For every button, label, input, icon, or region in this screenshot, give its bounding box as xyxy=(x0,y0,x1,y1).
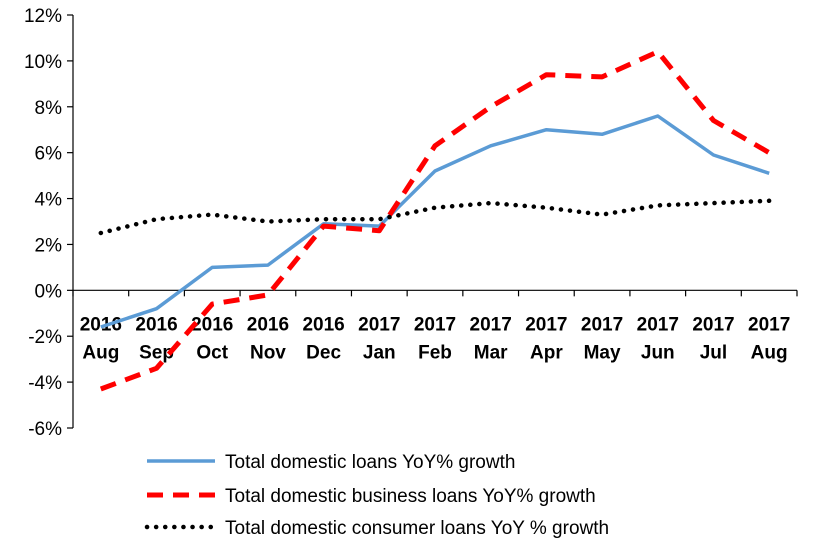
x-tick-label-month: Aug xyxy=(82,342,119,363)
series-line-total-domestic-consumer-loans-yoy-growth xyxy=(98,198,772,236)
y-tick-label: 2% xyxy=(35,235,63,256)
x-tick-label-month: Jan xyxy=(363,342,396,363)
x-tick-label-month: Sep xyxy=(139,342,174,363)
y-tick-label: -4% xyxy=(28,373,62,394)
legend-label: Total domestic loans YoY% growth xyxy=(225,452,515,473)
axes: -6% -4% -2% 0% 2% 4% 6% 8% 10% 12% 2016 Aug 2016 Sep 2… xyxy=(24,6,798,440)
y-tick-label: 8% xyxy=(35,98,63,119)
series-lines xyxy=(98,49,772,392)
y-tick-label: 4% xyxy=(35,190,63,211)
x-tick-label-month: Apr xyxy=(530,342,563,363)
x-tick-label-year: 2017 xyxy=(637,314,679,335)
x-tick-label-year: 2017 xyxy=(525,314,567,335)
series-line-total-domestic-business-loans-yoy-growth xyxy=(99,49,771,392)
series-line-total-domestic-loans-yoy-growth xyxy=(100,114,770,329)
x-tick-label-year: 2017 xyxy=(414,314,456,335)
x-tick-label-year: 2017 xyxy=(358,314,400,335)
x-tick-label-month: Feb xyxy=(418,342,452,363)
y-tick-label: 0% xyxy=(35,281,63,302)
y-tick-label: 10% xyxy=(24,52,62,73)
x-tick-label-year: 2017 xyxy=(581,314,623,335)
x-tick-label-month: Dec xyxy=(306,342,341,363)
x-tick-label-year: 2016 xyxy=(191,314,233,335)
x-tick-label-year: 2016 xyxy=(135,314,177,335)
x-tick-label-month: Aug xyxy=(751,342,788,363)
y-tick-label: 12% xyxy=(24,6,62,27)
x-tick-label-year: 2016 xyxy=(302,314,344,335)
x-tick-label-month: Jun xyxy=(641,342,675,363)
x-tick-label-year: 2017 xyxy=(692,314,734,335)
x-tick-label-month: May xyxy=(584,342,621,363)
x-tick-label-month: Mar xyxy=(474,342,508,363)
y-tick-label: -6% xyxy=(28,419,62,440)
x-tick-label-year: 2017 xyxy=(470,314,512,335)
y-tick-label: -2% xyxy=(28,327,62,348)
x-tick-label-year: 2016 xyxy=(80,314,122,335)
legend-label: Total domestic consumer loans YoY % grow… xyxy=(225,518,609,539)
legend-label: Total domestic business loans YoY% growt… xyxy=(225,486,596,507)
x-tick-label-year: 2017 xyxy=(748,314,790,335)
x-tick-label-year: 2016 xyxy=(247,314,289,335)
x-tick-label-month: Oct xyxy=(196,342,228,363)
x-tick-label-month: Nov xyxy=(250,342,286,363)
legend: Total domestic loans YoY% growth Total do… xyxy=(144,452,609,539)
y-tick-label: 6% xyxy=(35,144,63,165)
x-tick-label-month: Jul xyxy=(700,342,727,363)
